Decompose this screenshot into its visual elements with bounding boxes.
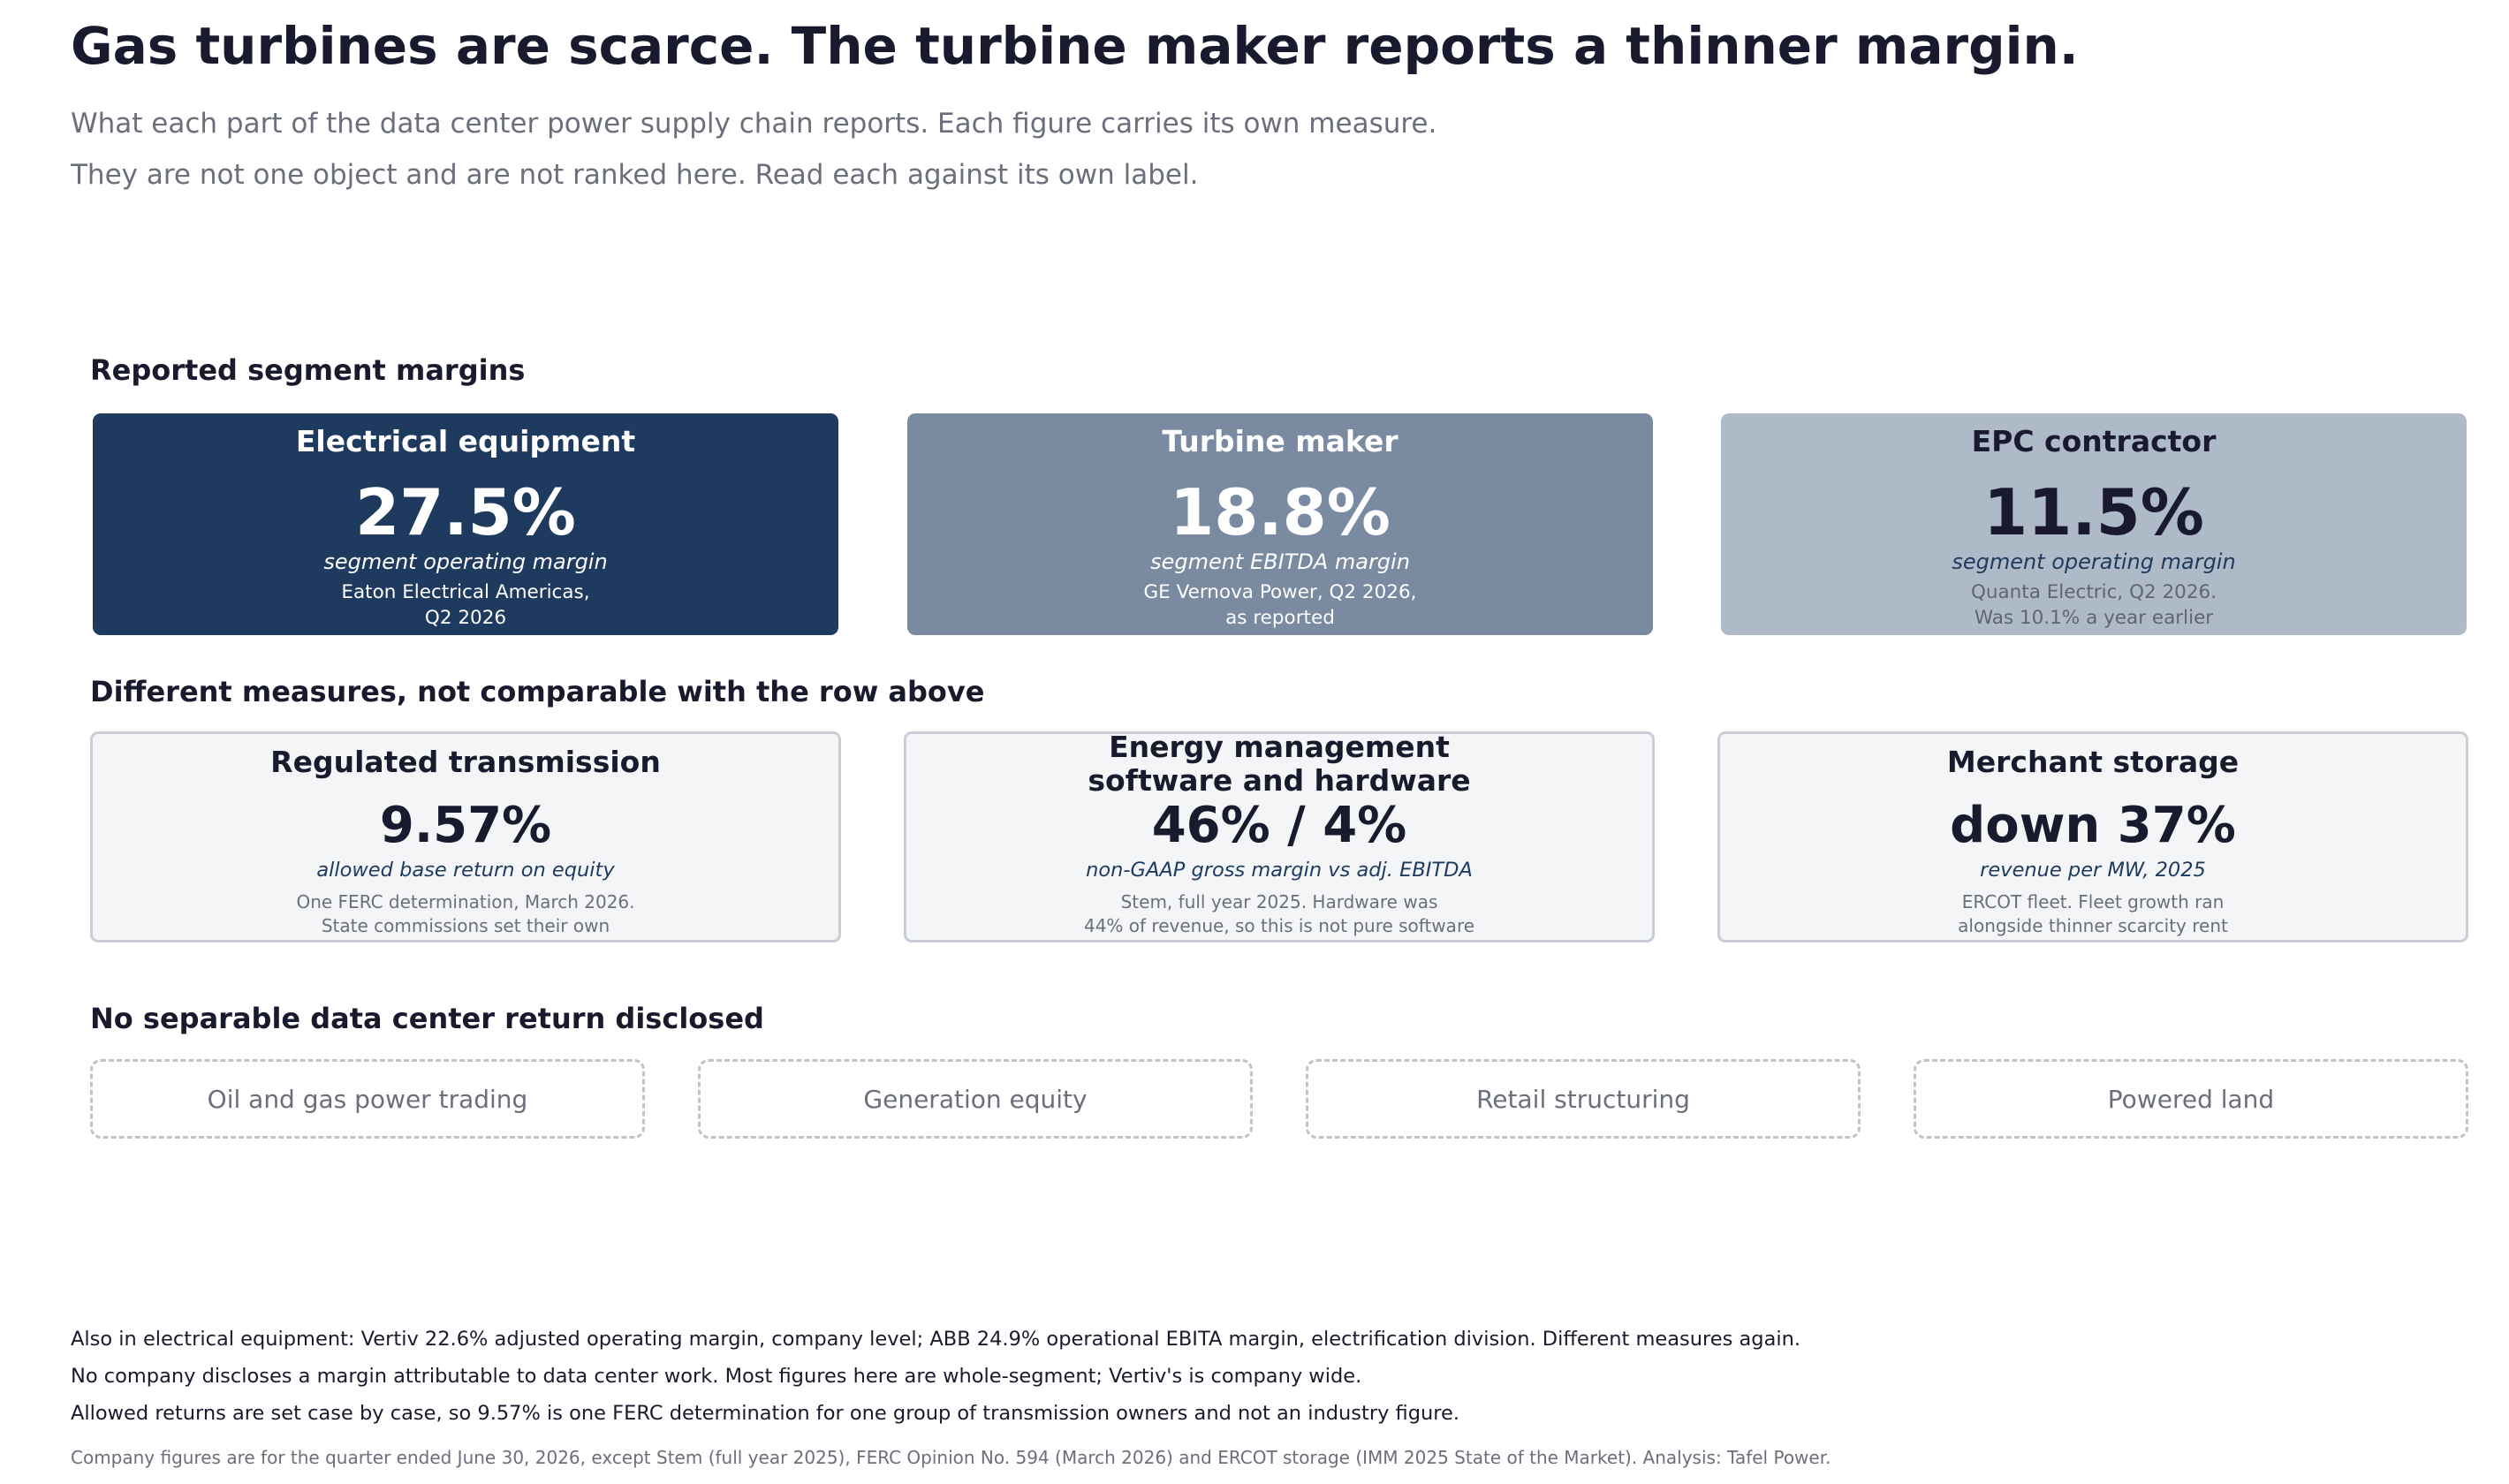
card-note-line-2: 44% of revenue, so this is not pure soft… [1083,915,1475,937]
placeholder-label: Oil and gas power trading [207,1084,528,1114]
placeholder-generation-equity: Generation equity [698,1059,1253,1139]
subtitle-line-1: What each part of the data center power … [71,108,1437,140]
card-name: Regulated transmission [270,745,661,779]
card-note-line-2: Was 10.1% a year earlier [1974,607,2214,630]
card-note: ERCOT fleet. Fleet growth ran alongside … [1720,890,2466,938]
card-epc-contractor: EPC contractor 11.5% segment operating m… [1721,413,2467,635]
card-note-line-1: GE Vernova Power, Q2 2026, [1143,581,1417,603]
card-note-line-2: alongside thinner scarcity rent [1958,915,2228,937]
card-value: 9.57% [379,797,552,854]
section-heading-no-separable-return: No separable data center return disclose… [90,1002,764,1035]
card-name: Turbine maker [1162,424,1399,458]
placeholder-powered-land: Powered land [1914,1059,2468,1139]
card-measure: revenue per MW, 2025 [1980,859,2206,882]
card-note: GE Vernova Power, Q2 2026, as reported [907,579,1653,631]
card-energy-management: Energy management software and hardware … [904,731,1655,943]
placeholder-label: Generation equity [863,1084,1088,1114]
card-note: Quanta Electric, Q2 2026. Was 10.1% a ye… [1721,579,2467,631]
placeholder-label: Powered land [2107,1084,2275,1114]
subtitle-line-2: They are not one object and are not rank… [71,159,1199,191]
placeholder-retail-structuring: Retail structuring [1306,1059,1861,1139]
card-note-line-2: Q2 2026 [424,607,507,630]
card-value: 18.8% [1170,475,1391,549]
card-note: Eaton Electrical Americas, Q2 2026 [93,579,838,631]
card-measure: allowed base return on equity [316,859,615,882]
card-measure: non-GAAP gross margin vs adj. EBITDA [1086,859,1473,882]
card-name: Energy management software and hardware [906,731,1652,797]
card-merchant-storage: Merchant storage down 37% revenue per MW… [1717,731,2468,943]
card-regulated-transmission: Regulated transmission 9.57% allowed bas… [90,731,841,943]
page-title: Gas turbines are scarce. The turbine mak… [71,16,2079,76]
card-name: Electrical equipment [295,424,636,458]
card-note-line-1: Stem, full year 2025. Hardware was [1120,891,1438,912]
card-note-line-1: Quanta Electric, Q2 2026. [1970,581,2217,603]
card-note-line-1: One FERC determination, March 2026. [296,891,635,912]
card-note: One FERC determination, March 2026. Stat… [93,890,838,938]
card-note-line-2: State commissions set their own [321,915,610,937]
card-name: EPC contractor [1971,424,2217,458]
card-value: 11.5% [1983,475,2204,549]
card-note-line-1: Eaton Electrical Americas, [341,581,590,603]
source-note: Company figures are for the quarter ende… [71,1447,1831,1468]
card-name-line-2: software and hardware [1088,762,1471,798]
card-electrical-equipment: Electrical equipment 27.5% segment opera… [93,413,838,635]
card-note-line-2: as reported [1225,607,1335,630]
card-turbine-maker: Turbine maker 18.8% segment EBITDA margi… [907,413,1653,635]
card-value: 46% / 4% [1151,797,1407,854]
placeholder-oil-gas-trading: Oil and gas power trading [90,1059,645,1139]
footnote-1: Also in electrical equipment: Vertiv 22.… [71,1328,1801,1351]
card-measure: segment EBITDA margin [1150,549,1410,574]
card-name: Merchant storage [1946,745,2240,779]
card-name-line-1: Energy management [1109,730,1450,764]
section-heading-different-measures: Different measures, not comparable with … [90,675,985,708]
footnote-2: No company discloses a margin attributab… [71,1365,1362,1388]
card-value: down 37% [1950,797,2236,854]
card-measure: segment operating margin [1952,549,2236,574]
section-heading-reported-margins: Reported segment margins [90,353,526,387]
placeholder-label: Retail structuring [1476,1084,1690,1114]
card-note-line-1: ERCOT fleet. Fleet growth ran [1961,891,2225,912]
footnote-3: Allowed returns are set case by case, so… [71,1402,1460,1425]
card-measure: segment operating margin [323,549,608,574]
card-value: 27.5% [355,475,576,549]
card-note: Stem, full year 2025. Hardware was 44% o… [906,890,1652,938]
